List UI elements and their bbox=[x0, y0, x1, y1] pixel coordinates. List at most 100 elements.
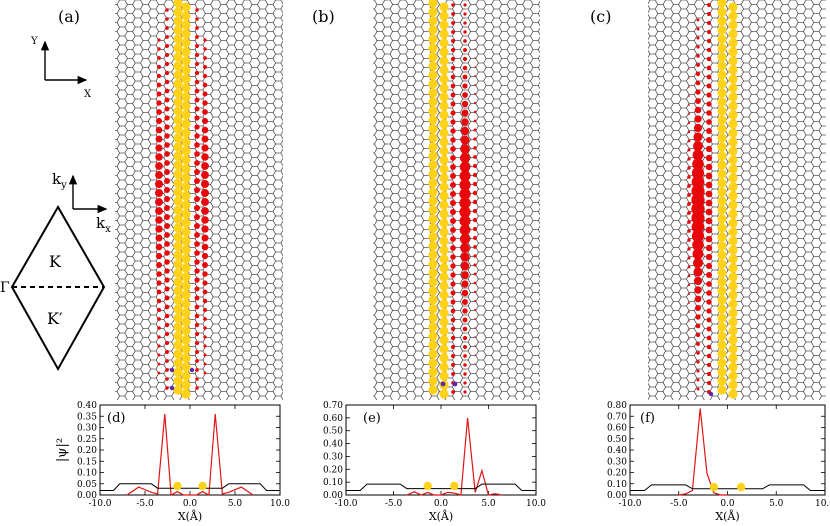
amplitude-dot bbox=[687, 112, 691, 116]
highlight-dot bbox=[173, 214, 183, 224]
highlight-dot bbox=[439, 254, 449, 264]
y-tick-label: 0.30 bbox=[323, 452, 343, 462]
highlight-dot bbox=[428, 277, 438, 287]
profile-line bbox=[630, 484, 825, 491]
amplitude-dot bbox=[696, 54, 700, 58]
amplitude-dot bbox=[194, 205, 200, 211]
highlight-dot bbox=[728, 101, 738, 111]
amplitude-dot bbox=[696, 27, 700, 31]
position-marker bbox=[173, 481, 182, 491]
highlight-dot bbox=[439, 2, 449, 12]
amplitude-dot bbox=[463, 363, 467, 367]
amplitude-dot bbox=[460, 243, 470, 253]
amplitude-dot bbox=[194, 52, 200, 58]
amplitude-dot bbox=[692, 248, 704, 260]
amplitude-dot bbox=[696, 63, 700, 67]
x-tick-label: 10.0 bbox=[270, 499, 290, 509]
y-tick-label: 0.15 bbox=[77, 457, 97, 467]
edge-dot bbox=[169, 385, 175, 391]
highlight-dot bbox=[428, 61, 438, 71]
amplitude-dot bbox=[696, 369, 700, 373]
amplitude-dot bbox=[472, 199, 478, 205]
amplitude-dot bbox=[691, 220, 705, 234]
highlight-dot bbox=[728, 92, 738, 102]
amplitude-dot bbox=[202, 271, 208, 277]
highlight-dot bbox=[181, 29, 191, 39]
highlight-dot bbox=[439, 281, 449, 291]
amplitude-dot bbox=[156, 307, 162, 313]
y-axis-label: Y bbox=[30, 36, 38, 47]
highlight-dot bbox=[428, 340, 438, 350]
highlight-dot bbox=[717, 241, 727, 251]
highlight-dot bbox=[728, 164, 738, 174]
amplitude-dot bbox=[706, 353, 712, 359]
highlight-dot bbox=[728, 353, 738, 363]
highlight-dot bbox=[428, 169, 438, 179]
highlight-dot bbox=[428, 43, 438, 53]
amplitude-dot bbox=[194, 259, 200, 265]
amplitude-dot bbox=[194, 142, 200, 148]
amplitude-dot bbox=[450, 119, 456, 125]
x-tick-label: -10.0 bbox=[88, 499, 111, 509]
amplitude-dot bbox=[473, 245, 477, 249]
y-tick-label: 0.50 bbox=[607, 435, 627, 445]
highlight-dot bbox=[181, 101, 191, 111]
amplitude-dot bbox=[194, 106, 200, 112]
highlight-dot bbox=[173, 358, 183, 368]
highlight-dot bbox=[728, 191, 738, 201]
amplitude-dot bbox=[688, 68, 690, 70]
amplitude-dot bbox=[202, 82, 208, 88]
amplitude-dot bbox=[687, 211, 691, 215]
highlight-dot bbox=[181, 119, 191, 129]
highlight-dot bbox=[173, 376, 183, 386]
amplitude-dot bbox=[462, 56, 468, 62]
amplitude-dots-a bbox=[155, 0, 209, 399]
amplitude-dot bbox=[164, 61, 170, 67]
highlight-dot bbox=[439, 227, 449, 237]
amplitude-dot bbox=[687, 166, 691, 170]
highlight-dot bbox=[428, 322, 438, 332]
amplitude-dot bbox=[707, 3, 711, 7]
amplitude-dot bbox=[459, 188, 471, 200]
amplitude-dot bbox=[692, 257, 704, 269]
amplitude-dot bbox=[194, 268, 200, 274]
amplitude-dot bbox=[157, 47, 161, 51]
highlight-dot bbox=[173, 295, 183, 305]
amplitude-dot bbox=[459, 215, 471, 227]
y-tick-label: 0.10 bbox=[323, 478, 343, 488]
highlight-dot bbox=[717, 79, 727, 89]
amplitude-dot bbox=[693, 132, 703, 142]
amplitude-dot bbox=[201, 207, 209, 215]
highlight-dot bbox=[173, 232, 183, 242]
amplitude-dot bbox=[201, 216, 209, 224]
amplitude-dot bbox=[694, 106, 702, 114]
amplitude-dot bbox=[450, 101, 456, 107]
amplitude-dot bbox=[164, 304, 170, 310]
amplitude-dot bbox=[474, 48, 476, 50]
highlight-dot bbox=[728, 317, 738, 327]
amplitude-dot bbox=[450, 92, 456, 98]
highlight-dot bbox=[181, 317, 191, 327]
amplitude-dot bbox=[473, 272, 477, 276]
amplitude-dot bbox=[201, 144, 209, 152]
position-marker bbox=[450, 481, 459, 491]
amplitude-dot bbox=[157, 335, 161, 339]
amplitude-dot bbox=[164, 214, 170, 220]
highlight-dot bbox=[728, 2, 738, 12]
amplitude-dot bbox=[705, 217, 713, 225]
highlight-dot bbox=[728, 29, 738, 39]
amplitude-dot bbox=[155, 198, 163, 206]
highlight-dot bbox=[728, 56, 738, 66]
amplitude-dot bbox=[450, 191, 456, 197]
amplitude-dot bbox=[194, 196, 200, 202]
highlight-dot bbox=[428, 151, 438, 161]
amplitude-dot bbox=[462, 317, 468, 323]
amplitude-dot bbox=[694, 286, 702, 294]
amplitude-dot bbox=[459, 152, 471, 164]
highlight-dot bbox=[728, 281, 738, 291]
amplitude-dot bbox=[195, 359, 199, 363]
amplitude-dot bbox=[474, 75, 476, 77]
amplitude-dot bbox=[459, 170, 471, 182]
highlight-dot bbox=[181, 92, 191, 102]
amplitude-dot bbox=[696, 360, 700, 364]
